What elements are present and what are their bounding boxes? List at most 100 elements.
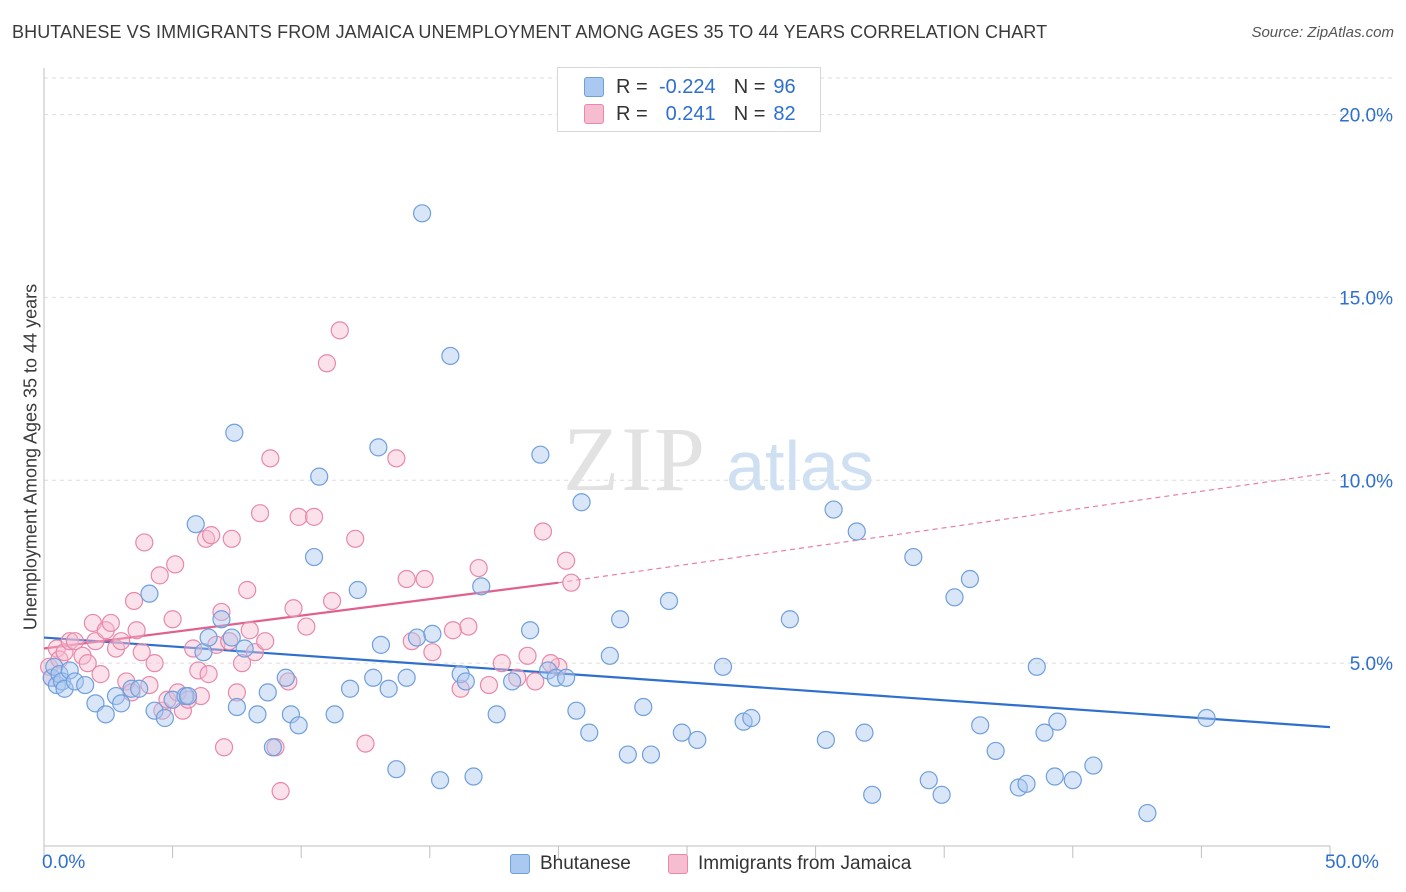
point-jamaica <box>191 686 210 706</box>
legend-swatch-pink <box>584 104 604 124</box>
point-bhutanese <box>487 705 506 724</box>
point-bhutanese <box>847 522 866 541</box>
point-jamaica <box>415 569 434 589</box>
point-jamaica <box>145 654 164 673</box>
point-bhutanese <box>580 723 599 742</box>
point-bhutanese <box>600 646 619 665</box>
point-bhutanese <box>212 610 231 629</box>
point-bhutanese <box>472 577 491 596</box>
point-bhutanese <box>855 723 874 742</box>
point-bhutanese <box>178 686 198 706</box>
point-jamaica <box>60 632 79 651</box>
point-jamaica <box>189 661 208 680</box>
point-jamaica <box>40 657 59 676</box>
point-jamaica <box>492 654 511 673</box>
legend-r-value: 0.241 <box>665 102 716 125</box>
point-jamaica <box>101 613 120 633</box>
point-bhutanese <box>235 639 254 658</box>
correlation-legend: R = -0.224 N = 96 R = 0.241 N = 82 <box>557 67 821 132</box>
y-axis-label: Unemployment Among Ages 35 to 44 years <box>20 283 41 631</box>
x-tick-label-min: 0.0% <box>42 852 86 873</box>
point-bhutanese <box>932 785 951 804</box>
point-jamaica <box>423 643 442 662</box>
point-jamaica <box>127 621 146 640</box>
point-jamaica <box>256 632 275 651</box>
point-bhutanese <box>572 493 591 512</box>
point-jamaica <box>199 665 218 684</box>
point-bhutanese <box>1063 771 1082 790</box>
point-bhutanese <box>76 675 95 695</box>
point-jamaica <box>261 449 280 468</box>
point-bhutanese <box>1017 774 1036 793</box>
point-bhutanese <box>225 423 244 442</box>
point-bhutanese <box>919 771 938 790</box>
point-bhutanese <box>369 438 388 457</box>
point-bhutanese <box>140 584 159 603</box>
point-bhutanese <box>464 767 483 786</box>
point-bhutanese <box>557 668 576 687</box>
point-jamaica <box>65 632 84 651</box>
axes <box>43 68 1331 858</box>
point-jamaica <box>469 558 488 578</box>
point-bhutanese <box>986 741 1005 761</box>
point-jamaica <box>91 665 110 684</box>
point-bhutanese <box>1197 708 1216 728</box>
point-bhutanese <box>634 697 653 717</box>
point-bhutanese <box>423 624 442 643</box>
point-bhutanese <box>276 668 295 687</box>
point-jamaica <box>479 675 499 695</box>
point-jamaica <box>124 591 144 611</box>
legend-r-label: R = <box>616 75 648 98</box>
point-bhutanese <box>60 661 79 680</box>
point-jamaica <box>297 617 316 636</box>
point-jamaica <box>240 621 259 640</box>
point-bhutanese <box>672 723 691 742</box>
legend-r-value: -0.224 <box>658 75 716 98</box>
y-tick-label: 5.0% <box>1350 654 1393 675</box>
point-bhutanese <box>430 771 450 790</box>
point-jamaica <box>202 526 221 545</box>
legend-r-label: R = <box>616 102 648 125</box>
point-bhutanese <box>641 745 661 764</box>
legend-row-bhutanese: R = -0.224 N = 96 <box>584 74 796 100</box>
point-jamaica <box>238 580 257 600</box>
point-jamaica <box>212 602 231 622</box>
point-bhutanese <box>155 708 174 728</box>
point-bhutanese <box>310 467 329 486</box>
point-jamaica <box>557 551 576 570</box>
chart-title: BHUTANESE VS IMMIGRANTS FROM JAMAICA UNE… <box>12 22 1048 42</box>
trend-lines <box>43 472 1331 729</box>
point-jamaica <box>158 690 177 709</box>
point-bhutanese <box>863 785 882 804</box>
point-bhutanese <box>611 610 630 629</box>
point-jamaica <box>346 529 365 548</box>
y-tick-label: 10.0% <box>1339 471 1393 492</box>
trend-line-bhutanese <box>43 636 1331 729</box>
point-bhutanese <box>340 679 360 698</box>
point-jamaica <box>330 321 349 340</box>
point-jamaica <box>322 591 342 611</box>
point-bhutanese <box>904 547 923 567</box>
point-jamaica <box>227 683 246 702</box>
point-bhutanese <box>371 635 391 654</box>
point-jamaica <box>518 646 537 665</box>
point-bhutanese <box>122 679 141 698</box>
point-bhutanese <box>222 628 241 647</box>
point-bhutanese <box>546 668 565 687</box>
point-jamaica <box>459 617 478 636</box>
point-jamaica <box>533 522 553 541</box>
point-bhutanese <box>65 672 84 691</box>
point-bhutanese <box>816 730 835 750</box>
point-bhutanese <box>130 679 149 698</box>
point-bhutanese <box>503 672 522 691</box>
point-bhutanese <box>1084 756 1103 775</box>
point-bhutanese <box>456 672 475 691</box>
point-jamaica <box>387 449 406 468</box>
legend-n-label: N = <box>733 75 766 98</box>
point-bhutanese <box>567 701 586 720</box>
watermark-atlas: atlas <box>726 427 874 505</box>
point-jamaica <box>214 738 234 757</box>
bottom-legend-jamaica: Immigrants from Jamaica <box>668 852 911 876</box>
point-bhutanese <box>379 679 398 698</box>
point-jamaica <box>304 507 324 526</box>
